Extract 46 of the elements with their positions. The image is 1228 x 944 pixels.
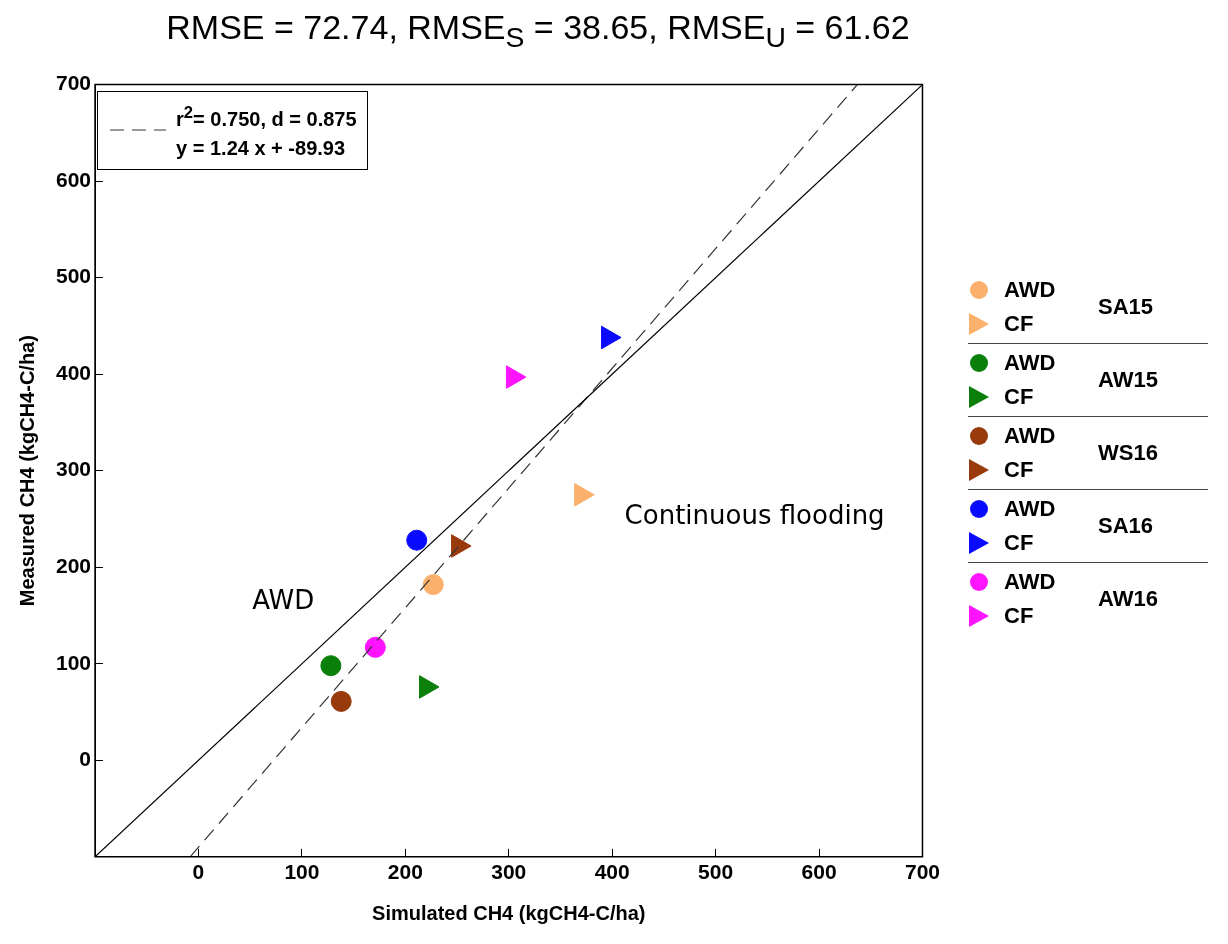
legend-label: CF <box>1004 456 1034 483</box>
legend-label: CF <box>1004 529 1034 556</box>
y-axis-title: Measured CH4 (kgCH4-C/ha) <box>15 335 38 607</box>
annotation: Continuous flooding <box>624 499 885 530</box>
point <box>330 690 352 712</box>
point <box>320 655 342 677</box>
legend-label: CF <box>1004 383 1034 410</box>
x-tick-label: 0 <box>192 860 205 884</box>
y-tick-label: 700 <box>55 71 92 95</box>
x-tick-label: 200 <box>387 860 423 884</box>
y-tick-label: 0 <box>79 747 92 771</box>
text: SA16 <box>1098 512 1154 539</box>
x-tick-label: 100 <box>284 860 320 884</box>
legend-label: CF <box>1004 310 1034 337</box>
x-tick-label: 300 <box>491 860 527 884</box>
text: AW15 <box>1098 366 1158 393</box>
point <box>574 483 595 507</box>
point <box>406 529 428 551</box>
x-tick-label: 600 <box>801 860 837 884</box>
y-tick-label: 200 <box>55 554 92 578</box>
y-tick-label: 300 <box>55 457 92 481</box>
legend-label: AWD <box>1004 276 1056 303</box>
annotation: AWD <box>252 584 315 615</box>
text: AW16 <box>1098 585 1158 612</box>
y-tick-label: 400 <box>55 360 92 384</box>
x-tick-label: 400 <box>594 860 630 884</box>
point <box>451 534 472 558</box>
legend-label: AWD <box>1004 568 1056 595</box>
y-tick-label: 600 <box>55 167 92 191</box>
legend-label: AWD <box>1004 495 1056 522</box>
point <box>601 325 622 350</box>
text: SA15 <box>1098 293 1154 320</box>
y-tick-label: 500 <box>55 264 92 288</box>
point <box>505 365 527 389</box>
chart-title: RMSE = 72.74, RMSE$_{S}$ = 38.65, RMSE$_{U}$ = 61.62 <box>165 8 911 54</box>
legend-label: CF <box>1004 602 1034 629</box>
legend-label: r$^{2}$= 0.750, d = 0.875 y = 1.24 x + -89.93 <box>176 101 357 162</box>
x-axis-title: Simulated CH4 (kgCH4-C/ha) <box>372 901 646 924</box>
x-tick-label: 500 <box>698 860 734 884</box>
point <box>422 574 444 596</box>
y-tick-label: 100 <box>55 650 92 674</box>
legend-label: AWD <box>1004 349 1056 376</box>
legend-label: AWD <box>1004 422 1056 449</box>
point <box>364 636 386 658</box>
x-tick-label: 700 <box>904 860 940 884</box>
text: WS16 <box>1098 439 1158 466</box>
